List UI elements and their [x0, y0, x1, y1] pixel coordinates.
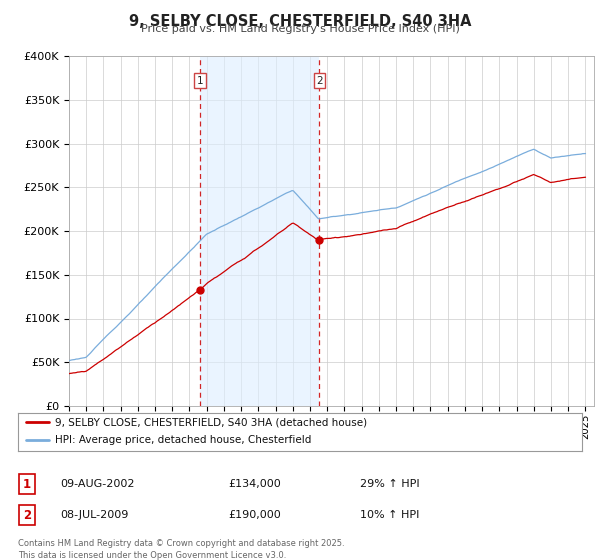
Text: 08-JUL-2009: 08-JUL-2009 — [60, 510, 128, 520]
Text: Contains HM Land Registry data © Crown copyright and database right 2025.
This d: Contains HM Land Registry data © Crown c… — [18, 539, 344, 559]
Text: 1: 1 — [23, 478, 31, 491]
Bar — [200, 56, 319, 406]
Text: 9, SELBY CLOSE, CHESTERFIELD, S40 3HA (detached house): 9, SELBY CLOSE, CHESTERFIELD, S40 3HA (d… — [55, 417, 367, 427]
Text: £134,000: £134,000 — [228, 479, 281, 489]
Text: 9, SELBY CLOSE, CHESTERFIELD, S40 3HA: 9, SELBY CLOSE, CHESTERFIELD, S40 3HA — [129, 14, 471, 29]
Text: 2: 2 — [316, 76, 323, 86]
Text: 09-AUG-2002: 09-AUG-2002 — [60, 479, 134, 489]
Text: Price paid vs. HM Land Registry's House Price Index (HPI): Price paid vs. HM Land Registry's House … — [140, 24, 460, 34]
Text: 2: 2 — [23, 508, 31, 522]
Text: 29% ↑ HPI: 29% ↑ HPI — [360, 479, 419, 489]
Text: HPI: Average price, detached house, Chesterfield: HPI: Average price, detached house, Ches… — [55, 435, 311, 445]
Text: £190,000: £190,000 — [228, 510, 281, 520]
Text: 10% ↑ HPI: 10% ↑ HPI — [360, 510, 419, 520]
Text: 1: 1 — [197, 76, 203, 86]
